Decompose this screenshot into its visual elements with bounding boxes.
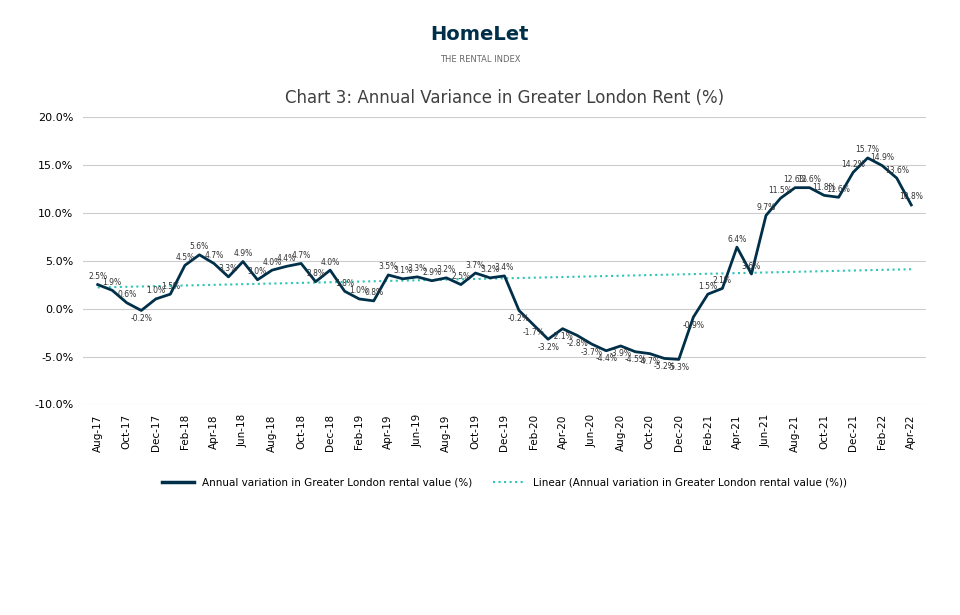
Text: 11.5%: 11.5% bbox=[769, 186, 792, 195]
Text: 3.3%: 3.3% bbox=[219, 264, 238, 274]
Text: 0.6%: 0.6% bbox=[117, 290, 136, 300]
Text: 1.0%: 1.0% bbox=[146, 287, 165, 295]
Text: 6.4%: 6.4% bbox=[728, 235, 747, 244]
Text: 3.2%: 3.2% bbox=[437, 266, 456, 274]
Text: 1.9%: 1.9% bbox=[103, 278, 122, 287]
Text: 13.6%: 13.6% bbox=[885, 165, 909, 175]
Text: 3.2%: 3.2% bbox=[480, 266, 499, 274]
Text: 4.7%: 4.7% bbox=[292, 251, 311, 260]
Text: 12.6%: 12.6% bbox=[783, 175, 807, 184]
Text: 2.1%: 2.1% bbox=[713, 276, 732, 285]
Text: 3.1%: 3.1% bbox=[394, 266, 413, 276]
Text: 4.7%: 4.7% bbox=[204, 251, 224, 260]
Text: 3.3%: 3.3% bbox=[408, 264, 427, 274]
Text: 1.8%: 1.8% bbox=[335, 279, 354, 288]
Text: 2.8%: 2.8% bbox=[306, 269, 325, 278]
Text: -2.1%: -2.1% bbox=[552, 332, 573, 341]
Text: -3.7%: -3.7% bbox=[581, 347, 603, 357]
Text: 3.5%: 3.5% bbox=[378, 263, 397, 271]
Text: -0.9%: -0.9% bbox=[683, 320, 705, 330]
Text: -3.9%: -3.9% bbox=[610, 349, 632, 359]
Text: 3.0%: 3.0% bbox=[248, 268, 267, 276]
Text: 14.2%: 14.2% bbox=[841, 160, 865, 169]
Text: 1.5%: 1.5% bbox=[160, 282, 180, 291]
Text: -0.2%: -0.2% bbox=[131, 314, 153, 323]
Text: -4.5%: -4.5% bbox=[624, 355, 646, 364]
Text: 4.4%: 4.4% bbox=[276, 254, 297, 263]
Text: -2.8%: -2.8% bbox=[566, 339, 588, 348]
Text: -4.7%: -4.7% bbox=[638, 357, 660, 366]
Text: -0.2%: -0.2% bbox=[508, 314, 530, 323]
Text: 9.7%: 9.7% bbox=[756, 203, 776, 212]
Text: 4.0%: 4.0% bbox=[262, 258, 281, 267]
Text: 5.6%: 5.6% bbox=[190, 242, 209, 252]
Text: 3.7%: 3.7% bbox=[466, 261, 485, 269]
Text: 2.5%: 2.5% bbox=[451, 272, 470, 281]
Text: 4.9%: 4.9% bbox=[233, 249, 252, 258]
Text: -3.2%: -3.2% bbox=[538, 343, 559, 352]
Text: 3.4%: 3.4% bbox=[494, 263, 515, 272]
Text: 12.6%: 12.6% bbox=[798, 175, 822, 184]
Text: 2.5%: 2.5% bbox=[88, 272, 108, 281]
Text: 4.0%: 4.0% bbox=[321, 258, 340, 267]
Text: 3.6%: 3.6% bbox=[742, 261, 761, 271]
Text: THE RENTAL INDEX: THE RENTAL INDEX bbox=[440, 55, 520, 65]
Text: -5.2%: -5.2% bbox=[654, 362, 675, 371]
Text: 11.6%: 11.6% bbox=[827, 184, 851, 194]
Title: Chart 3: Annual Variance in Greater London Rent (%): Chart 3: Annual Variance in Greater Lond… bbox=[285, 89, 724, 107]
Text: 15.7%: 15.7% bbox=[855, 146, 879, 154]
Text: 11.8%: 11.8% bbox=[812, 183, 836, 192]
Text: 0.8%: 0.8% bbox=[364, 288, 383, 298]
Text: -4.4%: -4.4% bbox=[595, 354, 617, 363]
Text: 14.9%: 14.9% bbox=[870, 153, 894, 162]
Text: -1.7%: -1.7% bbox=[522, 328, 544, 337]
Text: 2.9%: 2.9% bbox=[422, 268, 442, 277]
Text: 4.5%: 4.5% bbox=[176, 253, 195, 262]
Text: -5.3%: -5.3% bbox=[668, 363, 690, 372]
Text: 1.5%: 1.5% bbox=[698, 282, 717, 291]
Text: 1.0%: 1.0% bbox=[349, 287, 369, 295]
Text: HomeLet: HomeLet bbox=[431, 25, 529, 44]
Text: 10.8%: 10.8% bbox=[900, 192, 924, 202]
Legend: Annual variation in Greater London rental value (%), Linear (Annual variation in: Annual variation in Greater London renta… bbox=[158, 473, 851, 491]
